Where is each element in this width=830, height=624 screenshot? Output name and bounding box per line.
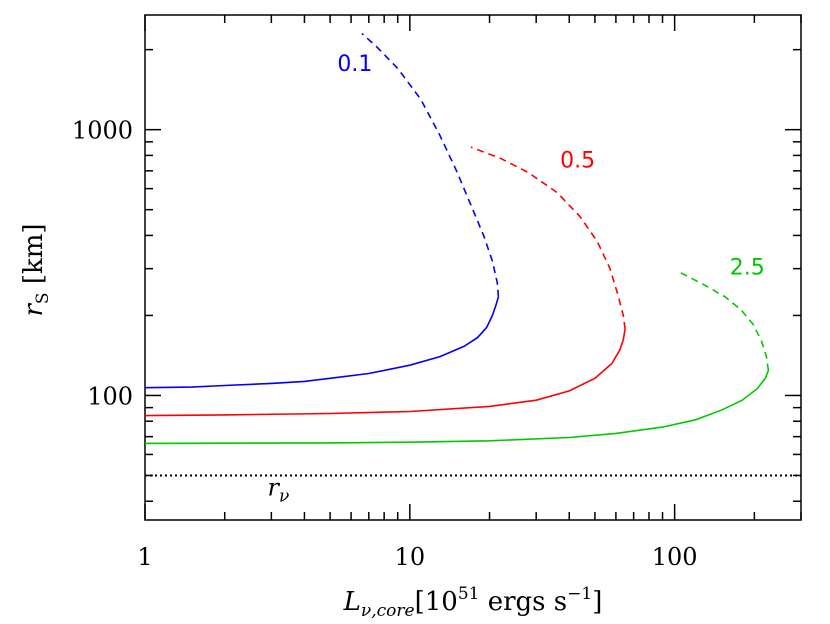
- series-label-2: 2.5: [730, 256, 765, 281]
- series-label-1: 0.5: [560, 149, 595, 174]
- plot-frame: [144, 14, 802, 521]
- reference-layer: rν: [145, 474, 801, 507]
- series-1-unstable-branch: [470, 146, 626, 330]
- series-0-stable-branch: [144, 296, 500, 389]
- x-tick-label: 10: [395, 543, 426, 571]
- x-axis-label: Lν,core[1051 ergs s−1]: [343, 584, 603, 621]
- reference-line-label: rν: [267, 474, 289, 507]
- series-layer: [144, 32, 770, 445]
- annotation-layer: 0.1 0.5 2.5: [337, 52, 764, 280]
- series-2-stable-branch: [144, 370, 770, 445]
- series-2-unstable-branch: [679, 271, 770, 371]
- x-tick-label: 100: [652, 543, 698, 571]
- series-label-0: 0.1: [337, 52, 372, 77]
- series-1: [144, 146, 626, 417]
- y-tick-label: 100: [87, 382, 133, 410]
- series-2: [144, 271, 770, 445]
- y-tick-label: 1000: [72, 117, 133, 145]
- series-0-unstable-branch: [361, 32, 500, 297]
- x-tick-label: 1: [137, 543, 152, 571]
- tick-labels: 1 10 100 100 1000: [72, 117, 698, 571]
- y-axis-label: rS [km]: [19, 223, 53, 316]
- series-1-stable-branch: [144, 328, 626, 417]
- series-0: [144, 32, 500, 389]
- axis-ticks: [144, 15, 802, 520]
